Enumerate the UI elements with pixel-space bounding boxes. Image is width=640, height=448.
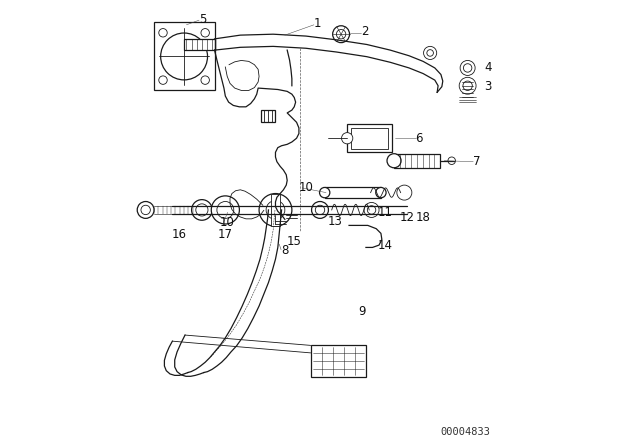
Text: 15: 15 [287,235,301,248]
Text: 6: 6 [415,132,423,145]
Circle shape [427,50,433,56]
Circle shape [387,154,401,168]
Circle shape [259,194,292,226]
Bar [271,194,280,226]
Text: 9: 9 [358,305,366,318]
Bar [351,128,388,149]
Circle shape [312,202,328,218]
Text: 5: 5 [199,13,207,26]
Circle shape [448,157,456,164]
Bar [324,187,381,198]
Text: 17: 17 [218,228,233,241]
Circle shape [463,81,472,90]
Circle shape [201,29,209,37]
Circle shape [460,60,475,75]
Text: 4: 4 [484,61,492,74]
Text: 14: 14 [377,239,392,252]
Circle shape [424,47,436,60]
Text: 10: 10 [220,216,235,229]
Circle shape [217,202,234,218]
Circle shape [266,201,285,220]
Circle shape [159,76,167,84]
Circle shape [319,187,330,198]
Circle shape [141,205,150,215]
Circle shape [137,202,154,218]
Circle shape [316,205,324,215]
Text: 2: 2 [361,26,368,39]
Text: 3: 3 [484,80,492,93]
Bar [347,124,392,152]
Circle shape [463,64,472,72]
Circle shape [201,76,209,84]
Circle shape [459,78,476,94]
Circle shape [159,29,167,37]
Text: 11: 11 [377,206,392,219]
Circle shape [342,133,353,144]
Circle shape [211,196,239,224]
Circle shape [376,187,386,198]
Circle shape [161,33,207,80]
Text: 7: 7 [473,155,481,168]
Text: 10: 10 [298,181,314,194]
Text: 12: 12 [399,211,414,224]
Text: 13: 13 [328,215,342,228]
Circle shape [196,204,208,216]
Text: 18: 18 [415,211,431,224]
Circle shape [364,202,379,217]
Circle shape [397,185,412,200]
Text: 1: 1 [314,17,321,30]
Polygon shape [184,39,214,50]
Circle shape [337,30,346,39]
Polygon shape [261,110,275,122]
Bar [154,22,214,90]
Text: 00004833: 00004833 [440,427,490,437]
Bar [310,345,366,377]
Text: 16: 16 [172,228,187,241]
Circle shape [333,26,349,43]
Circle shape [191,200,212,220]
Text: 8: 8 [281,244,289,257]
Bar [394,154,440,168]
Circle shape [367,206,376,214]
